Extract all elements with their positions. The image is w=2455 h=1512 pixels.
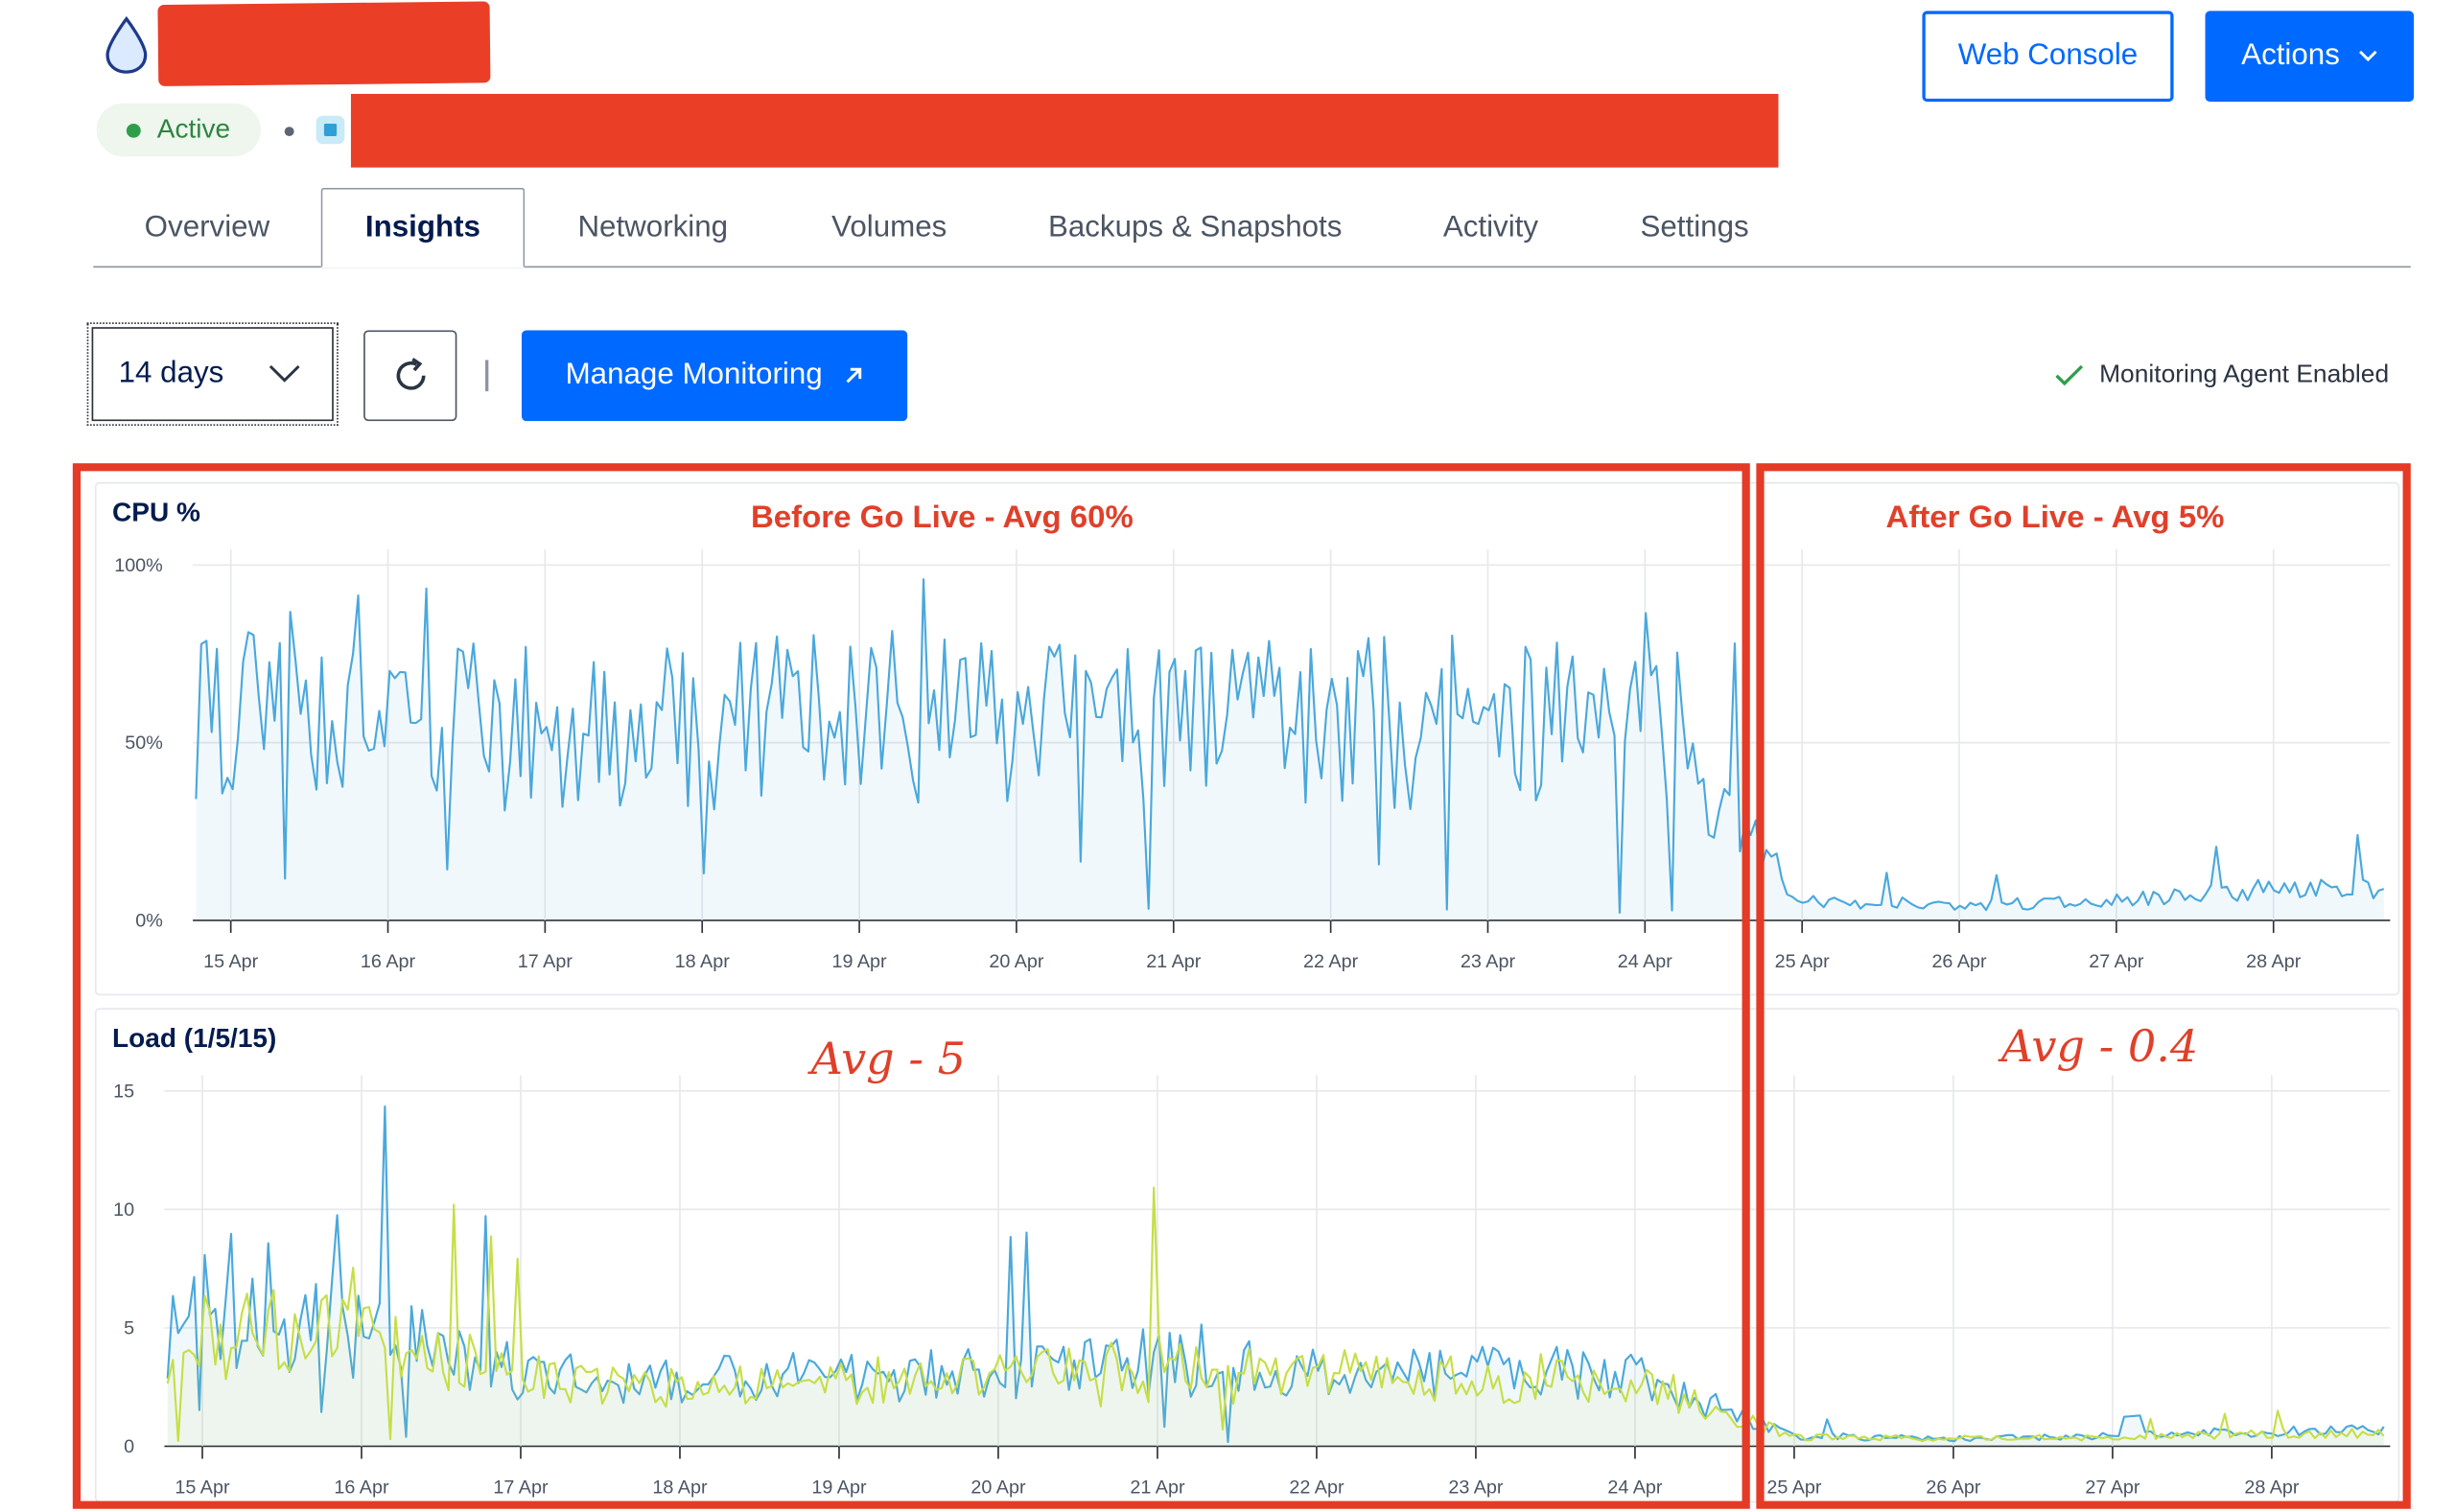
cpu-chart-panel [94, 481, 2400, 996]
series-area-1 [167, 1187, 2384, 1447]
region-icon [316, 115, 345, 145]
tab-settings[interactable]: Settings [1609, 188, 1780, 268]
x-tick-label: 27 Apr [2085, 1477, 2140, 1498]
y-tick-label: 10 [113, 1199, 134, 1221]
web-console-button[interactable]: Web Console [1922, 11, 2174, 103]
series-line-0 [166, 1105, 2385, 1444]
tab-label: Volumes [831, 210, 947, 244]
time-range-value: 14 days [118, 357, 224, 390]
x-tick-label: 22 Apr [1303, 951, 1359, 972]
agent-status-label: Monitoring Agent Enabled [2099, 361, 2390, 388]
status-label: Active [156, 114, 231, 145]
external-link-icon [847, 367, 862, 384]
series-line-0 [195, 578, 2385, 914]
tab-networking[interactable]: Networking [546, 188, 760, 268]
x-tick-label: 26 Apr [1931, 951, 1987, 972]
x-tick-label: 18 Apr [652, 1477, 708, 1498]
tab-label: Insights [364, 210, 480, 244]
redacted-droplet-details [350, 93, 1779, 168]
cpu-after-annotation: After Go Live - Avg 5% [1885, 500, 2225, 536]
x-tick-label: 23 Apr [1461, 951, 1516, 972]
refresh-button[interactable] [363, 330, 457, 422]
manage-monitoring-label: Manage Monitoring [565, 358, 823, 392]
tab-label: Activity [1442, 210, 1539, 244]
series-line-1 [166, 1186, 2385, 1443]
droplet-icon [101, 12, 152, 75]
x-tick-label: 21 Apr [1146, 951, 1202, 972]
monitoring-agent-status: Monitoring Agent Enabled [2055, 357, 2389, 394]
x-tick-label: 21 Apr [1130, 1477, 1185, 1498]
x-tick-label: 28 Apr [2244, 1477, 2300, 1498]
x-tick-label: 16 Apr [361, 951, 416, 972]
x-tick-label: 25 Apr [1766, 1477, 1822, 1498]
cpu-before-annotation: Before Go Live - Avg 60% [750, 500, 1134, 536]
y-tick-label: 50% [125, 733, 163, 754]
status-badge: Active [96, 103, 261, 157]
tabs-divider [93, 266, 2411, 268]
manage-monitoring-button[interactable]: Manage Monitoring [521, 330, 908, 422]
x-tick-label: 26 Apr [1926, 1477, 1981, 1498]
x-tick-label: 24 Apr [1618, 951, 1673, 972]
x-tick-label: 15 Apr [175, 1477, 230, 1498]
chevron-down-icon [269, 364, 300, 383]
separator-dot [284, 127, 294, 137]
tab-label: Settings [1640, 210, 1749, 244]
y-tick-label: 15 [113, 1081, 134, 1102]
time-range-select[interactable]: 14 days [86, 322, 339, 427]
y-tick-label: 0% [135, 911, 163, 932]
x-tick-label: 22 Apr [1289, 1477, 1344, 1498]
tab-label: Backups & Snapshots [1047, 210, 1343, 244]
x-tick-label: 25 Apr [1775, 951, 1831, 972]
x-tick-label: 18 Apr [675, 951, 731, 972]
status-dot-icon [127, 123, 142, 137]
before-go-live-highlight [72, 463, 1750, 1509]
x-tick-label: 20 Apr [970, 1477, 1026, 1498]
x-tick-label: 27 Apr [2089, 951, 2144, 972]
x-tick-label: 28 Apr [2246, 951, 2302, 972]
y-tick-label: 0 [124, 1436, 134, 1457]
tab-label: Overview [144, 210, 270, 244]
x-tick-label: 23 Apr [1448, 1477, 1504, 1498]
tab-backups-snapshots[interactable]: Backups & Snapshots [1015, 188, 1375, 268]
y-tick-label: 100% [114, 555, 163, 576]
x-tick-label: 19 Apr [811, 1477, 867, 1498]
x-tick-label: 19 Apr [831, 951, 887, 972]
actions-label: Actions [2241, 38, 2340, 73]
x-tick-label: 24 Apr [1607, 1477, 1663, 1498]
tab-volumes[interactable]: Volumes [798, 188, 980, 268]
x-tick-label: 15 Apr [203, 951, 259, 972]
load-after-annotation: Avg - 0.4 [2000, 1020, 2199, 1073]
cpu-chart-title: CPU % [112, 498, 200, 528]
check-icon [2055, 364, 2084, 386]
load-before-annotation: Avg - 5 [810, 1033, 967, 1085]
refresh-icon [395, 358, 425, 390]
x-tick-label: 20 Apr [989, 951, 1044, 972]
x-tick-label: 17 Apr [518, 951, 573, 972]
toolbar-separator [485, 360, 489, 392]
tab-activity[interactable]: Activity [1412, 188, 1570, 268]
x-tick-label: 16 Apr [334, 1477, 389, 1498]
series-area-0 [196, 579, 2384, 920]
tab-insights[interactable]: Insights [320, 187, 526, 268]
tab-overview[interactable]: Overview [110, 188, 303, 268]
actions-button[interactable]: Actions [2205, 11, 2415, 103]
tab-label: Networking [577, 210, 729, 244]
after-go-live-highlight [1756, 463, 2411, 1509]
x-tick-label: 17 Apr [493, 1477, 549, 1498]
chevron-down-icon [2359, 50, 2377, 62]
y-tick-label: 5 [124, 1318, 134, 1339]
load-chart-title: Load (1/5/15) [112, 1023, 277, 1054]
